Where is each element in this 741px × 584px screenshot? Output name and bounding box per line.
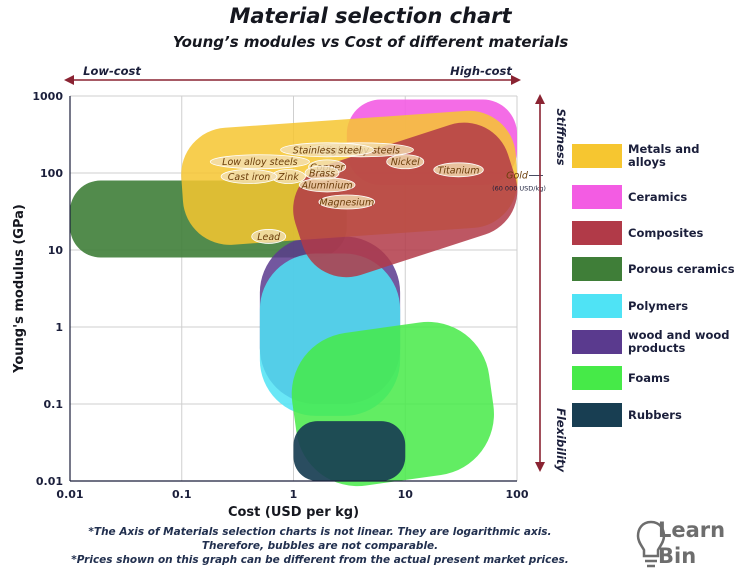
material-label-zink: Zink bbox=[277, 172, 299, 183]
legend-item-composites: Composites bbox=[572, 217, 737, 249]
legend-label-rubbers: Rubbers bbox=[628, 407, 682, 422]
material-label-lead: Lead bbox=[257, 232, 281, 243]
flexibility-label: Flexibility bbox=[554, 408, 568, 473]
chart-title: Material selection chart bbox=[229, 4, 512, 28]
material-bubble-stainless-steel bbox=[280, 142, 375, 158]
material-label-cast-iron: Cast iron bbox=[228, 172, 271, 183]
material-bubble-magnesium bbox=[318, 194, 376, 210]
low-cost-label: Low-cost bbox=[83, 64, 141, 78]
y-axis-title: Young's modulus (GPa) bbox=[12, 204, 27, 374]
legend-label-foams: Foams bbox=[628, 370, 670, 385]
legend-item-metals: Metals and alloys bbox=[572, 140, 737, 172]
legend-item-porous-ceramics: Porous ceramics bbox=[572, 253, 737, 285]
legend-label-polymers: Polymers bbox=[628, 298, 689, 313]
chart-subtitle: Young’s modules vs Cost of different mat… bbox=[172, 33, 569, 51]
legend-swatch-foams bbox=[572, 366, 622, 390]
x-tick-label: 100 bbox=[506, 488, 529, 501]
logo-text-bin: Bin bbox=[658, 544, 697, 568]
material-label-low-alloy-steels: Low alloy steels bbox=[222, 157, 297, 168]
x-tick-label: 10 bbox=[398, 488, 414, 501]
legend-label-metals: Metals and alloys bbox=[628, 142, 700, 169]
y-tick-label: 10 bbox=[48, 244, 64, 257]
learnbin-logo: Learn Bin bbox=[636, 514, 736, 576]
cost-arrow-left-head bbox=[64, 75, 74, 85]
legend-item-polymers: Polymers bbox=[572, 290, 737, 322]
legend-swatch-composites bbox=[572, 221, 622, 245]
composites-bubble bbox=[293, 122, 518, 278]
legend-swatch-ceramics bbox=[572, 185, 622, 209]
y-tick-label: 1 bbox=[55, 321, 63, 334]
y-tick-label: 100 bbox=[40, 167, 63, 180]
material-bubble-titanium bbox=[433, 162, 484, 178]
gold-price-note: (60 000 USD/kg) bbox=[492, 184, 546, 192]
material-label-magnesium: Magnesium bbox=[319, 198, 374, 209]
legend-label-ceramics: Ceramics bbox=[628, 189, 688, 204]
material-bubble-lead bbox=[251, 229, 287, 244]
legend-swatch-metals bbox=[572, 144, 622, 168]
stiffness-label: Stiffness bbox=[554, 109, 568, 166]
material-label-titanium: Titanium bbox=[438, 165, 480, 176]
stiffness-arrow-top-head bbox=[535, 94, 545, 104]
x-tick-label: 0.01 bbox=[56, 488, 83, 501]
legend-item-rubbers: Rubbers bbox=[572, 399, 737, 431]
legend-swatch-rubbers bbox=[572, 403, 622, 427]
x-axis-title: Cost (USD per kg) bbox=[228, 505, 359, 520]
footnote-log-axis: *The Axis of Materials selection charts … bbox=[88, 526, 552, 538]
rubbers-bubble bbox=[293, 421, 406, 481]
material-bubble-cast-iron bbox=[220, 169, 278, 184]
legend-item-foams: Foams bbox=[572, 362, 737, 394]
legend-swatch-wood bbox=[572, 330, 622, 354]
legend-swatch-polymers bbox=[572, 294, 622, 318]
footnote-not-comparable: Therefore, bubbles are not comparable. bbox=[201, 540, 439, 552]
legend-label-composites: Composites bbox=[628, 225, 704, 240]
logo-text-learn: Learn bbox=[658, 518, 726, 542]
footnote-prices: *Prices shown on this graph can be diffe… bbox=[71, 554, 569, 566]
legend-swatch-porous-ceramics bbox=[572, 257, 622, 281]
legend-label-wood: wood and wood products bbox=[628, 328, 730, 355]
material-label-nickel: Nickel bbox=[391, 157, 420, 168]
high-cost-label: High-cost bbox=[450, 64, 512, 78]
material-bubble-low-alloy-steels bbox=[209, 154, 310, 170]
lightbulb-icon bbox=[636, 520, 666, 568]
legend-item-wood: wood and wood products bbox=[572, 326, 737, 358]
material-label-gold: Gold bbox=[506, 170, 529, 181]
material-label-stainless-steel: Stainless steel bbox=[293, 145, 362, 156]
material-bubble-aluminium bbox=[298, 177, 356, 193]
y-tick-label: 0.1 bbox=[44, 398, 64, 411]
legend-item-ceramics: Ceramics bbox=[572, 181, 737, 213]
y-tick-label: 1000 bbox=[32, 90, 63, 103]
y-tick-label: 0.01 bbox=[36, 475, 63, 488]
x-tick-label: 1 bbox=[290, 488, 298, 501]
material-label-brass: Brass bbox=[309, 169, 335, 180]
cost-arrow-right-head bbox=[511, 75, 521, 85]
legend-label-porous-ceramics: Porous ceramics bbox=[628, 261, 735, 276]
x-tick-label: 0.1 bbox=[172, 488, 192, 501]
material-label-aluminium: Aluminium bbox=[301, 180, 353, 191]
stiffness-arrow-bottom-head bbox=[535, 462, 545, 472]
material-bubble-nickel bbox=[386, 154, 425, 170]
